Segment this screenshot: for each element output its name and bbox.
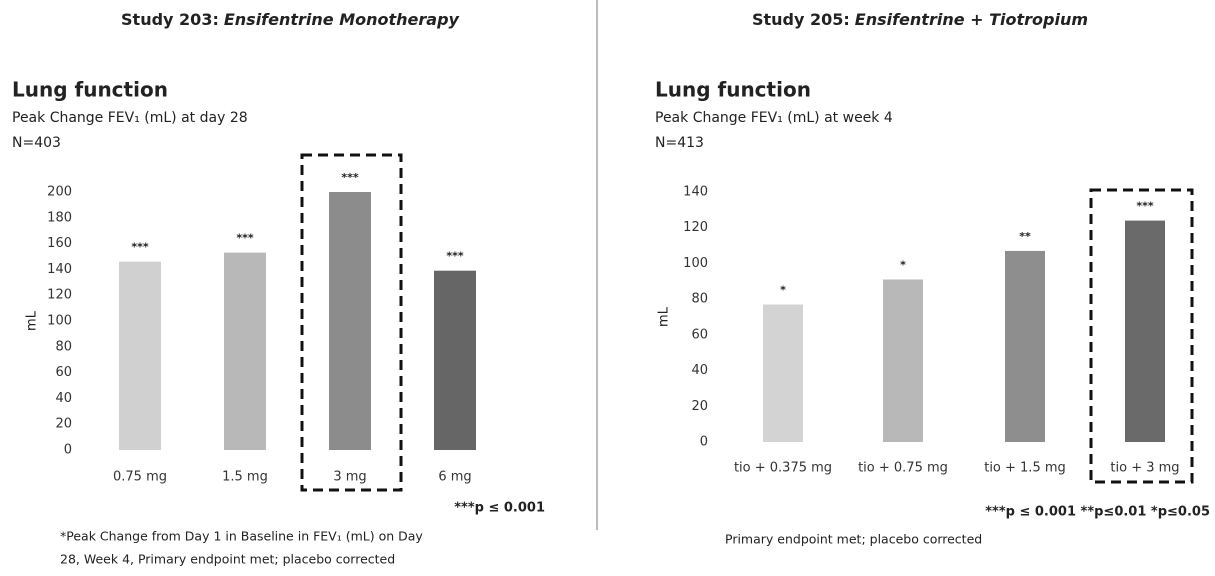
y-tick-label: 200 — [47, 185, 72, 200]
x-tick-label: 3 mg — [333, 470, 366, 485]
y-axis-label: mL — [657, 306, 672, 327]
y-tick-label: 180 — [47, 210, 72, 225]
title-text: Study 205: — [752, 10, 850, 29]
x-tick-label: tio + 3 mg — [1110, 461, 1179, 476]
sample-size: N=403 — [12, 135, 61, 151]
title-text: Study 203: — [121, 10, 219, 29]
significance-label: *** — [236, 232, 254, 245]
y-axis-label: mL — [25, 310, 40, 331]
chart-title: Study 203: Ensifentrine Monotherapy — [121, 10, 460, 29]
x-tick-label: tio + 1.5 mg — [984, 461, 1066, 476]
y-tick-label: 0 — [64, 443, 72, 458]
footnote: 28, Week 4, Primary endpoint met; placeb… — [60, 552, 395, 567]
chart-title: Study 205: Ensifentrine + Tiotropium — [752, 10, 1088, 29]
bar — [763, 304, 803, 442]
bar — [119, 261, 161, 450]
y-tick-label: 40 — [55, 391, 72, 406]
x-tick-label: 1.5 mg — [222, 470, 268, 485]
title-emphasis: Ensifentrine Monotherapy — [224, 10, 460, 29]
x-tick-label: 0.75 mg — [113, 470, 167, 485]
y-tick-label: 60 — [691, 327, 708, 342]
y-tick-label: 20 — [55, 417, 72, 432]
significance-label: *** — [131, 241, 149, 254]
significance-label: * — [900, 259, 906, 272]
p-value-note: ***p ≤ 0.001 — [454, 501, 545, 516]
bar — [224, 252, 266, 450]
y-tick-label: 120 — [683, 220, 708, 235]
title-emphasis: Ensifentrine + Tiotropium — [855, 10, 1088, 29]
significance-label: *** — [341, 171, 359, 184]
footnote: *Peak Change from Day 1 in Baseline in F… — [60, 529, 423, 544]
bar — [1125, 220, 1165, 442]
y-tick-label: 0 — [700, 435, 708, 450]
x-tick-label: tio + 0.375 mg — [734, 461, 832, 476]
y-tick-label: 120 — [47, 288, 72, 303]
highlight-box — [300, 153, 403, 492]
bar — [1005, 250, 1045, 442]
p-value-note: ***p ≤ 0.001 **p≤0.01 *p≤0.05 — [985, 505, 1210, 520]
significance-label: *** — [446, 250, 464, 263]
y-tick-label: 20 — [691, 399, 708, 414]
section-title: Lung function — [655, 78, 811, 102]
subtitle: Peak Change FEV₁ (mL) at week 4 — [655, 110, 893, 126]
section-title: Lung function — [12, 78, 168, 102]
bar — [434, 270, 476, 450]
highlight-box — [1089, 188, 1194, 484]
y-tick-label: 140 — [683, 185, 708, 200]
footnote: Primary endpoint met; placebo corrected — [725, 532, 982, 547]
y-tick-label: 80 — [691, 292, 708, 307]
significance-label: * — [780, 284, 786, 297]
y-tick-label: 160 — [47, 236, 72, 251]
y-tick-label: 140 — [47, 262, 72, 277]
y-tick-label: 60 — [55, 365, 72, 380]
y-tick-label: 100 — [47, 314, 72, 329]
x-tick-label: 6 mg — [438, 470, 471, 485]
y-tick-label: 80 — [55, 339, 72, 354]
y-tick-label: 40 — [691, 363, 708, 378]
bar — [883, 279, 923, 442]
y-tick-label: 100 — [683, 256, 708, 271]
subtitle: Peak Change FEV₁ (mL) at day 28 — [12, 110, 248, 126]
significance-label: *** — [1136, 200, 1154, 213]
bar — [329, 192, 371, 450]
x-tick-label: tio + 0.75 mg — [858, 461, 948, 476]
significance-label: ** — [1019, 230, 1031, 243]
sample-size: N=413 — [655, 135, 704, 151]
